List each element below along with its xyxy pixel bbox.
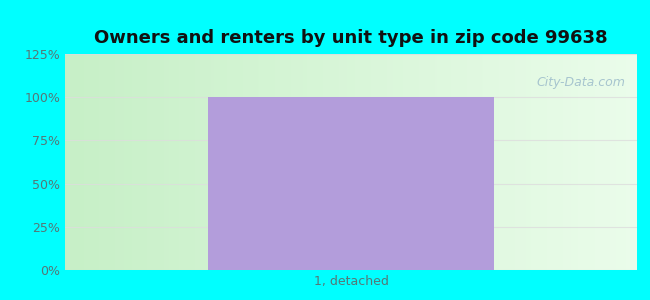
Text: City-Data.com: City-Data.com — [537, 76, 625, 88]
Bar — [208, 97, 494, 270]
Title: Owners and renters by unit type in zip code 99638: Owners and renters by unit type in zip c… — [94, 29, 608, 47]
